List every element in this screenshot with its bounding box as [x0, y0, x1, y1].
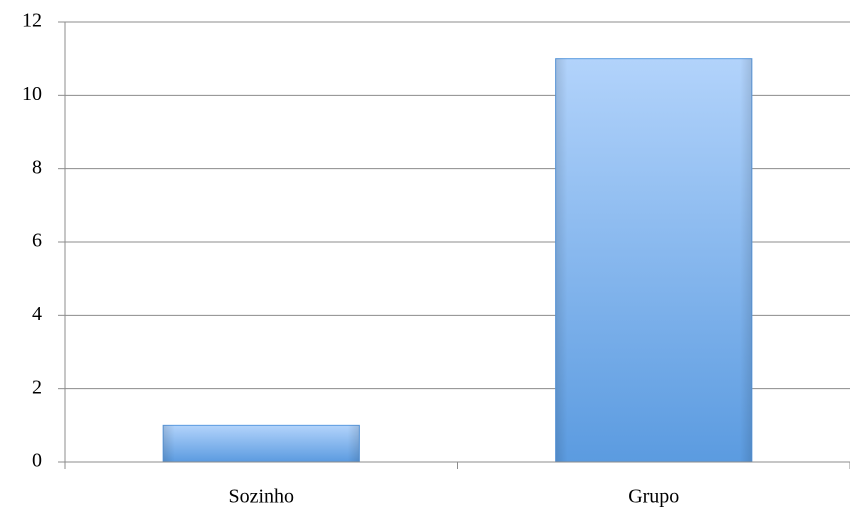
axes: 0 2 4 6 8 10 12 Sozinho Grupo: [22, 10, 850, 508]
y-tick-label: 8: [32, 156, 42, 178]
y-tick-label: 6: [32, 230, 42, 252]
bar: [162, 424, 360, 463]
x-tick-label: Sozinho: [228, 486, 294, 508]
y-tick-label: 4: [32, 303, 42, 325]
y-tick-label: 0: [32, 450, 42, 472]
y-tick-label: 12: [22, 10, 42, 32]
y-tick-label: 2: [32, 376, 42, 398]
bar: [555, 58, 753, 463]
bars: [162, 58, 753, 463]
x-tick-label: Grupo: [628, 486, 679, 508]
y-tick-label: 10: [22, 83, 42, 105]
